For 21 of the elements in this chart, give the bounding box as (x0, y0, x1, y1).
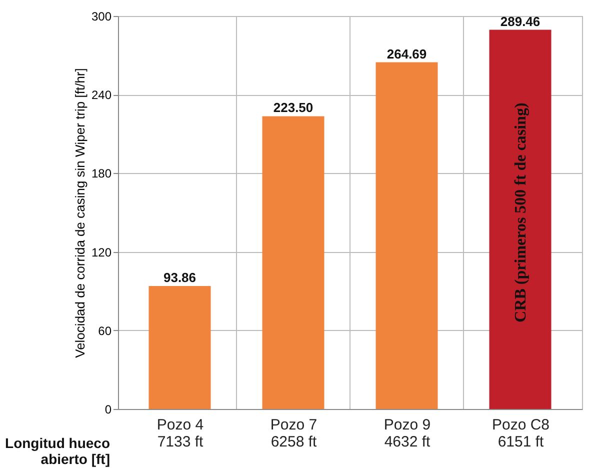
x-tick-label: Pozo 4 7133 ft (156, 416, 204, 450)
bar (489, 30, 552, 409)
bar (148, 286, 211, 409)
data-label: 289.46 (500, 14, 540, 29)
y-tick-label: 0 (104, 402, 112, 416)
y-tick-label: 240 (91, 88, 112, 102)
text: Longitud hueco abierto [ft] (5, 435, 110, 467)
y-tick-label: 120 (91, 245, 112, 260)
y-tick-label: 60 (98, 324, 112, 338)
y-tick-label: 180 (91, 166, 112, 181)
bar (376, 62, 438, 409)
x-tick-label: Pozo 9 4632 ft (384, 416, 432, 450)
y-axis-title: Velocidad de corrida de casing sin Wiper trip [ft/hr] (72, 68, 88, 358)
x-tick-label: Pozo 7 6258 ft (270, 416, 318, 450)
y-tick-label: 300 (91, 10, 112, 24)
data-label: 223.50 (273, 100, 314, 116)
data-label: 264.69 (386, 46, 427, 62)
data-label: 93.86 (163, 270, 196, 286)
x-tick-label: Pozo C8 6151 ft (492, 416, 550, 450)
bar (262, 116, 324, 409)
annotation: CRB (primeros 500 ft de casing) (512, 102, 530, 322)
